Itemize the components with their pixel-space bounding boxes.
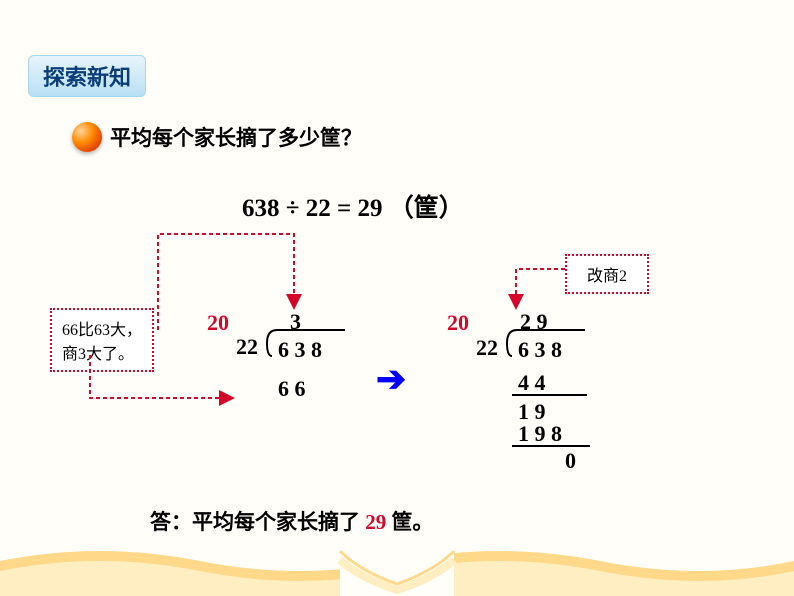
calc-right-divisor: 22 <box>476 335 498 361</box>
calc-right-sub1: 4 4 <box>518 370 546 396</box>
question-row: 平均每个家长摘了多少筐？ <box>72 122 362 152</box>
footer-wave-icon <box>0 536 794 596</box>
eq-divisor: 22 <box>306 195 331 222</box>
calc-right-dividend: 6 3 8 <box>518 337 562 363</box>
calc-left-dividend: 6 3 8 <box>278 337 322 363</box>
calc-left-divisor-val: 22 <box>236 334 258 359</box>
calc-right-bring: 1 9 8 <box>518 421 562 447</box>
main-equation: 638 ÷ 22 = 29 （筐） <box>242 188 464 224</box>
note-right: 改商2 <box>565 254 649 294</box>
calc-left-partial-val: 6 6 <box>278 376 306 401</box>
calc-left-dividend-val: 6 3 8 <box>278 337 322 362</box>
calc-right-line2-icon <box>512 445 590 448</box>
answer-suffix: 筐。 <box>392 510 434 534</box>
calc-right-sub1-val: 4 4 <box>518 370 546 395</box>
calc-left-partial: 6 6 <box>278 376 306 402</box>
calc-left-approx: 20 <box>207 310 229 335</box>
note-left-line1: 66比63大， <box>62 316 142 340</box>
calc-left-divisor: 22 <box>236 334 258 360</box>
eq-unit: （筐） <box>389 195 464 222</box>
question-text: 平均每个家长摘了多少筐？ <box>110 122 362 152</box>
calc-right-final: 0 <box>565 448 576 474</box>
answer-line: 答：平均每个家长摘了 29 筐。 <box>150 506 434 536</box>
calc-right-final-val: 0 <box>565 448 576 473</box>
note-right-text: 改商2 <box>587 268 627 285</box>
calc-right-divisor-val: 22 <box>476 335 498 360</box>
eq-quotient: 29 <box>357 195 382 222</box>
answer-value: 29 <box>365 510 386 534</box>
eq-equals: = <box>337 195 358 222</box>
calc-right-bring-val: 1 9 8 <box>518 421 562 446</box>
section-title: 探索新知 <box>43 65 131 90</box>
note-left: 66比63大， 商3大了。 <box>50 308 154 372</box>
eq-divide-sign: ÷ <box>286 195 306 222</box>
calc-right-line1-icon <box>512 394 587 397</box>
bullet-ball-icon <box>72 122 102 152</box>
calc-left: 20 <box>207 310 229 336</box>
eq-dividend: 638 <box>242 195 280 222</box>
blue-arrow-icon: ➔ <box>376 358 406 400</box>
calc-right-dividend-val: 6 3 8 <box>518 337 562 362</box>
section-header: 探索新知 <box>28 55 146 97</box>
note-left-line2: 商3大了。 <box>62 340 142 364</box>
calc-right-approx: 20 <box>447 310 469 336</box>
calc-right-approx-val: 20 <box>447 310 469 335</box>
answer-prefix: 答：平均每个家长摘了 <box>150 510 360 534</box>
